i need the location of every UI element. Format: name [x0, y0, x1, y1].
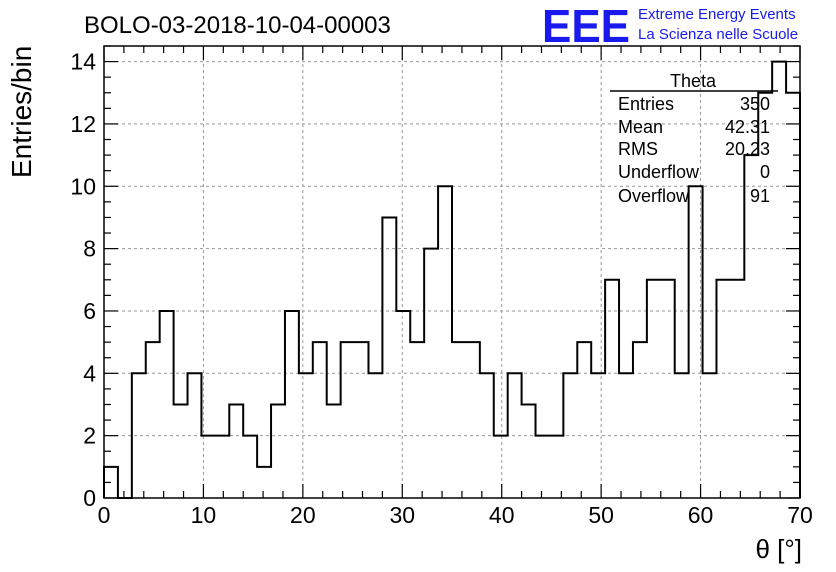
plot-frame	[103, 45, 801, 499]
x-tick-label: 30	[389, 502, 415, 528]
y-tick-label: 6	[83, 298, 96, 324]
org-name-line2: La Scienza nelle Scuole	[638, 26, 798, 43]
stats-value-rms: 20.23	[725, 139, 770, 159]
stats-box: Theta Entries 350 Mean 42.31 RMS 20.23 U…	[610, 71, 778, 206]
org-name-line1: Extreme Energy Events	[638, 6, 796, 23]
x-tick-label: 40	[489, 502, 515, 528]
eee-logo: EEE Extreme Energy Events La Scienza nel…	[542, 0, 798, 52]
y-tick-label: 10	[70, 173, 96, 199]
histogram-outline	[103, 60, 801, 499]
stats-value-overflow: 91	[750, 186, 770, 206]
stats-label-rms: RMS	[618, 139, 658, 159]
x-tick-label: 20	[290, 502, 316, 528]
stats-label-underflow: Underflow	[618, 162, 700, 182]
x-axis-label: θ [°]	[755, 534, 802, 564]
stats-label-overflow: Overflow	[618, 186, 690, 206]
y-tick-label: 2	[83, 423, 96, 449]
x-tick-label: 0	[98, 502, 111, 528]
y-axis-label: Entries/bin	[6, 46, 37, 178]
y-tick-label: 14	[70, 49, 96, 75]
stats-label-entries: Entries	[618, 94, 674, 114]
stats-value-entries: 350	[740, 94, 770, 114]
stats-label-mean: Mean	[618, 117, 663, 137]
y-tick-label: 8	[83, 236, 96, 262]
x-tick-label: 50	[588, 502, 614, 528]
y-tick-label: 0	[83, 485, 96, 511]
chart-title: BOLO-03-2018-10-04-00003	[84, 12, 391, 39]
x-tick-label: 10	[191, 502, 217, 528]
x-tick-label: 70	[787, 502, 813, 528]
y-tick-labels: 0 2 4 6 8 10 12 14	[70, 49, 96, 511]
y-tick-label: 12	[70, 111, 96, 137]
y-tick-label: 4	[83, 360, 96, 386]
stats-title: Theta	[670, 71, 717, 91]
x-tick-labels: 0 10 20 30 40 50 60 70	[98, 502, 813, 528]
stats-value-underflow: 0	[760, 162, 770, 182]
x-tick-label: 60	[688, 502, 714, 528]
stats-value-mean: 42.31	[725, 117, 770, 137]
eee-logo-text: EEE	[542, 0, 630, 52]
